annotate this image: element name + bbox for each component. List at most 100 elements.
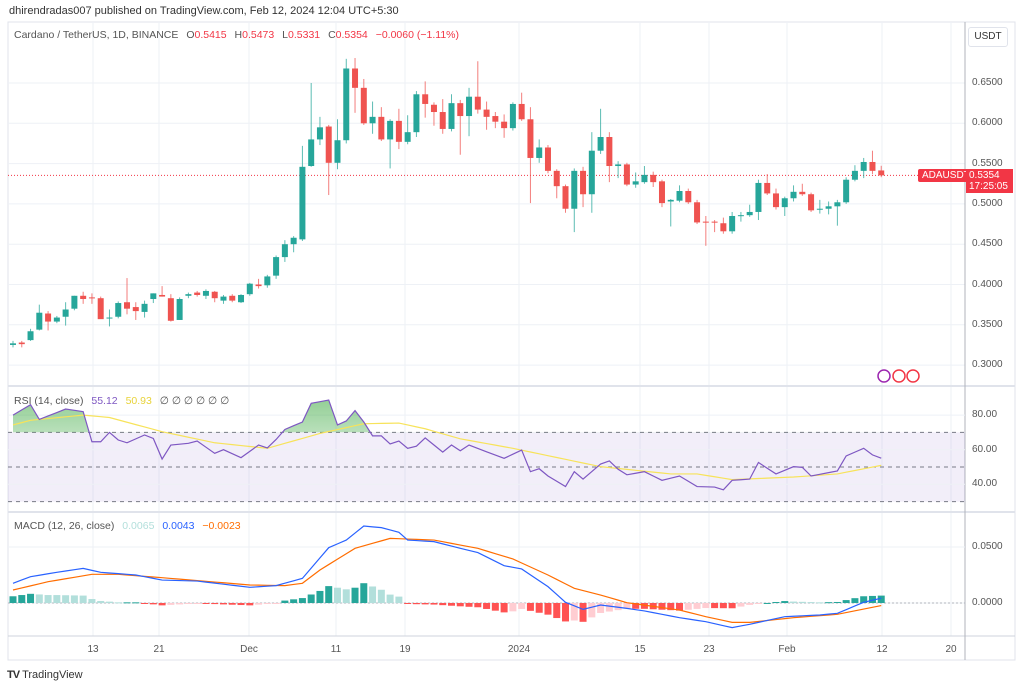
- candle-body: [229, 295, 236, 301]
- candle-body: [808, 194, 815, 211]
- macd-histogram-bar: [711, 603, 719, 609]
- candle-body: [860, 161, 867, 171]
- macd-histogram-bar: [272, 603, 280, 604]
- price-axis-label: 0.6000: [972, 117, 1003, 129]
- candle-body: [18, 342, 25, 345]
- candle-body: [10, 343, 16, 345]
- macd-histogram-bar: [430, 603, 438, 605]
- tradingview-logo-icon: TV: [7, 669, 20, 681]
- macd-histogram-bar: [491, 603, 499, 611]
- macd-histogram-bar: [772, 602, 780, 604]
- rsi-ma-value: 50.93: [125, 395, 152, 407]
- candle-body: [71, 295, 78, 309]
- candle-body: [676, 191, 683, 201]
- candle-body: [781, 198, 788, 208]
- candle-body: [422, 94, 429, 104]
- high-value: 0.5473: [242, 29, 275, 41]
- tradingview-logo[interactable]: TV TradingView: [7, 669, 83, 681]
- macd-histogram-bar: [860, 596, 868, 603]
- candle-body: [106, 317, 113, 319]
- macd-histogram-bar: [693, 603, 701, 609]
- candle-body: [220, 296, 227, 301]
- macd-signal-line: [12, 537, 882, 623]
- macd-histogram-bar: [62, 595, 70, 603]
- candle-body: [290, 237, 297, 245]
- rsi-band-fill: [8, 432, 965, 502]
- candle-body: [88, 297, 95, 299]
- candle-body: [518, 103, 525, 120]
- candle-body: [45, 313, 52, 322]
- macd-histogram-bar: [404, 603, 412, 605]
- macd-histogram-bar: [702, 603, 710, 609]
- candle-body: [606, 137, 613, 167]
- candle-body: [264, 276, 271, 286]
- macd-histogram-bar: [456, 603, 464, 607]
- candle-body: [553, 170, 560, 187]
- last-price-tag: 0.5354 17:25:05: [966, 169, 1013, 193]
- candle-body: [694, 202, 701, 223]
- event-marker-icon: [877, 369, 891, 383]
- macd-histogram-bar: [18, 595, 26, 603]
- macd-histogram-bar: [448, 603, 455, 606]
- price-axis-label: 0.5000: [972, 197, 1003, 209]
- candle-body: [799, 191, 806, 195]
- price-axis-label: 60.00: [972, 443, 998, 455]
- close-label: C: [328, 29, 336, 41]
- macd-histogram-bar: [386, 594, 394, 603]
- macd-histogram-bar: [474, 603, 482, 608]
- macd-histogram-bar: [439, 603, 447, 606]
- candle-body: [404, 132, 411, 142]
- candle-body: [255, 284, 262, 287]
- candle-body: [316, 127, 323, 140]
- price-axis-label: 80.00: [972, 409, 998, 421]
- time-axis-label: 21: [153, 644, 165, 655]
- candle-body: [851, 170, 858, 180]
- macd-histogram-bar: [219, 603, 227, 605]
- candle-body: [150, 293, 157, 300]
- macd-histogram-bar: [684, 603, 692, 610]
- bar-countdown: 17:25:05: [969, 181, 1008, 192]
- symbol-title[interactable]: Cardano / TetherUS, 1D, BINANCE: [14, 29, 179, 41]
- macd-line: [12, 525, 882, 629]
- last-price: 0.5354: [969, 170, 1000, 181]
- macd-histogram-bar: [483, 603, 491, 609]
- macd-histogram-bar: [211, 603, 219, 605]
- close-value: 0.5354: [335, 29, 368, 41]
- candle-body: [352, 68, 359, 88]
- candle-body: [492, 116, 499, 122]
- macd-histogram-bar: [27, 593, 35, 603]
- macd-histogram-bar: [105, 601, 113, 603]
- candle-body: [615, 164, 622, 167]
- candle-body: [36, 312, 43, 330]
- candle-body: [474, 96, 481, 110]
- macd-histogram-bar: [816, 602, 824, 604]
- macd-histogram-bar: [369, 586, 377, 603]
- macd-histogram-bar: [70, 595, 78, 603]
- candle-body: [132, 307, 139, 312]
- price-axis-label: 40.00: [972, 478, 998, 490]
- macd-histogram-bar: [202, 603, 210, 604]
- macd-histogram-bar: [44, 595, 52, 603]
- rsi-title[interactable]: RSI (14, close): [14, 395, 84, 407]
- macd-histogram-bar: [228, 603, 236, 605]
- candle-body: [667, 199, 674, 202]
- macd-histogram-bar: [763, 602, 771, 604]
- candle-body: [369, 116, 376, 124]
- candle-body: [702, 221, 709, 223]
- macd-histogram-bar: [605, 603, 613, 612]
- time-axis-label: 11: [330, 644, 342, 655]
- candle-body: [878, 170, 885, 176]
- candle-body: [439, 112, 446, 129]
- macd-histogram-bar: [290, 599, 298, 603]
- candle-body: [580, 170, 587, 195]
- currency-button[interactable]: USDT: [968, 27, 1008, 47]
- macd-histogram-bar: [588, 603, 596, 618]
- macd-histogram-bar: [833, 601, 841, 603]
- macd-title[interactable]: MACD (12, 26, close): [14, 520, 115, 532]
- macd-signal-value: −0.0023: [202, 520, 241, 532]
- macd-histogram-bar: [141, 603, 149, 604]
- candle-body: [457, 103, 464, 117]
- candle-body: [527, 119, 534, 158]
- macd-histogram-bar: [421, 603, 429, 605]
